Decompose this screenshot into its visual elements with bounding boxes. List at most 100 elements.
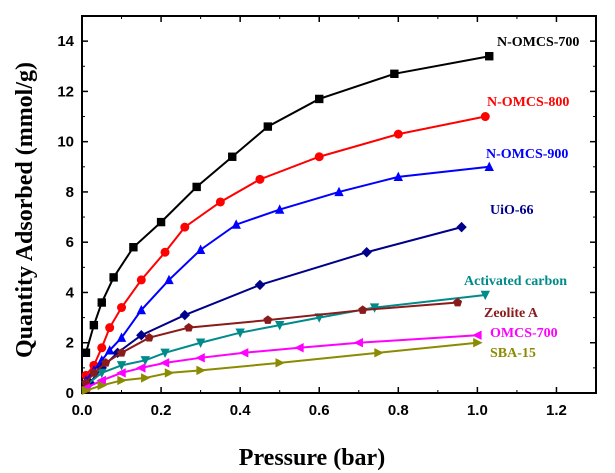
y-tick-label: 8: [66, 184, 74, 201]
series-label: SBA-15: [490, 346, 536, 361]
plot-frame: [81, 15, 597, 394]
triangle-left-marker: [238, 348, 249, 358]
diamond-marker: [361, 247, 372, 258]
square-marker: [485, 52, 494, 61]
square-marker: [228, 152, 237, 161]
triangle-down-marker: [274, 320, 285, 331]
y-tick-label: 10: [57, 134, 74, 151]
series-label: Activated carbon: [464, 274, 567, 289]
triangle-down-marker: [160, 348, 170, 358]
x-tick-label: 0.4: [230, 402, 252, 419]
x-tick-label: 0.0: [72, 402, 93, 419]
circle-marker: [97, 343, 107, 353]
circle-marker: [480, 112, 490, 122]
triangle-left-marker: [159, 358, 170, 368]
triangle-left-marker: [195, 353, 205, 363]
x-axis-title: Pressure (bar): [239, 445, 385, 471]
series-n-omcs-800: [81, 112, 490, 380]
triangle-down-marker: [140, 356, 150, 366]
diamond-marker: [136, 329, 147, 341]
triangle-up-marker: [393, 171, 404, 182]
diamond-marker: [179, 309, 190, 321]
y-tick-label: 0: [66, 385, 74, 402]
triangle-down-marker: [369, 303, 380, 313]
square-marker: [129, 243, 138, 252]
triangle-up-marker: [334, 186, 344, 197]
series-line: [85, 301, 458, 384]
series-sba-15: [81, 338, 483, 396]
triangle-right-marker: [164, 368, 175, 378]
y-axis: 0 2 4 6 8 10 12 14: [57, 33, 596, 402]
triangle-down-marker: [235, 328, 245, 338]
x-tick-label: 0.6: [309, 402, 330, 419]
circle-marker: [180, 222, 190, 232]
triangle-right-marker: [81, 385, 92, 396]
square-marker: [109, 273, 118, 282]
pentagon-marker: [184, 322, 194, 332]
pentagon-marker: [101, 358, 111, 367]
circle-marker: [136, 275, 146, 285]
circle-marker: [117, 303, 127, 313]
square-marker: [390, 69, 399, 79]
diamond-marker: [254, 279, 266, 291]
triangle-right-marker: [196, 365, 206, 376]
triangle-down-marker: [480, 290, 490, 301]
series-line: [85, 334, 478, 389]
pentagon-marker: [263, 315, 273, 324]
triangle-right-marker: [374, 348, 384, 358]
x-tick-label: 0.8: [388, 402, 409, 419]
triangle-up-marker: [484, 161, 494, 171]
diamond-marker: [456, 221, 467, 233]
square-marker: [97, 298, 106, 307]
pentagon-marker: [144, 333, 154, 342]
circle-marker: [255, 174, 265, 184]
x-tick-label: 1.0: [467, 402, 488, 419]
square-marker: [315, 94, 324, 104]
y-axis-title: Quantity Adsorbed (mmol/g): [12, 62, 38, 358]
series-label: Zeolite A: [484, 306, 539, 321]
series-label: UiO-66: [490, 203, 534, 218]
pentagon-marker: [117, 348, 127, 357]
triangle-right-marker: [117, 375, 127, 386]
circle-marker: [314, 152, 324, 162]
circle-marker: [215, 197, 225, 207]
pentagon-marker: [358, 305, 368, 314]
triangle-up-marker: [195, 244, 206, 254]
square-marker: [263, 122, 273, 131]
plot-area: [81, 15, 597, 394]
circle-marker: [393, 129, 403, 139]
y-tick-label: 12: [57, 83, 74, 100]
triangle-up-marker: [116, 332, 127, 342]
x-tick-label: 0.2: [151, 402, 172, 419]
y-tick-label: 2: [66, 335, 74, 352]
triangle-left-marker: [294, 343, 304, 353]
series-label: N-OMCS-700: [497, 35, 579, 50]
triangle-down-marker: [116, 361, 127, 371]
series-zeolite-a: [81, 297, 463, 387]
triangle-left-marker: [96, 375, 106, 386]
triangle-down-marker: [195, 338, 206, 348]
triangle-left-marker: [353, 338, 363, 348]
pentagon-marker: [89, 368, 99, 377]
y-tick-label: 14: [57, 33, 74, 50]
series-n-omcs-900: [81, 161, 494, 385]
x-tick-label: 1.2: [546, 402, 567, 419]
triangle-right-marker: [97, 380, 107, 391]
y-tick-label: 4: [66, 284, 75, 301]
triangle-up-marker: [231, 219, 241, 229]
pentagon-marker: [453, 297, 463, 307]
triangle-left-marker: [472, 330, 482, 340]
triangle-up-marker: [164, 274, 174, 285]
triangle-left-marker: [136, 363, 146, 373]
triangle-up-marker: [136, 304, 147, 315]
circle-marker: [105, 323, 115, 333]
series-n-omcs-700: [81, 52, 494, 357]
series-label: OMCS-700: [490, 326, 558, 341]
x-axis: 0.0 0.2 0.4 0.6 0.8 1.0 1.2: [72, 16, 597, 419]
series-label: N-OMCS-900: [486, 147, 568, 162]
triangle-up-marker: [274, 204, 285, 214]
triangle-right-marker: [141, 373, 151, 383]
y-tick-label: 6: [66, 234, 74, 251]
series-line: [84, 55, 490, 354]
square-marker: [89, 320, 99, 330]
